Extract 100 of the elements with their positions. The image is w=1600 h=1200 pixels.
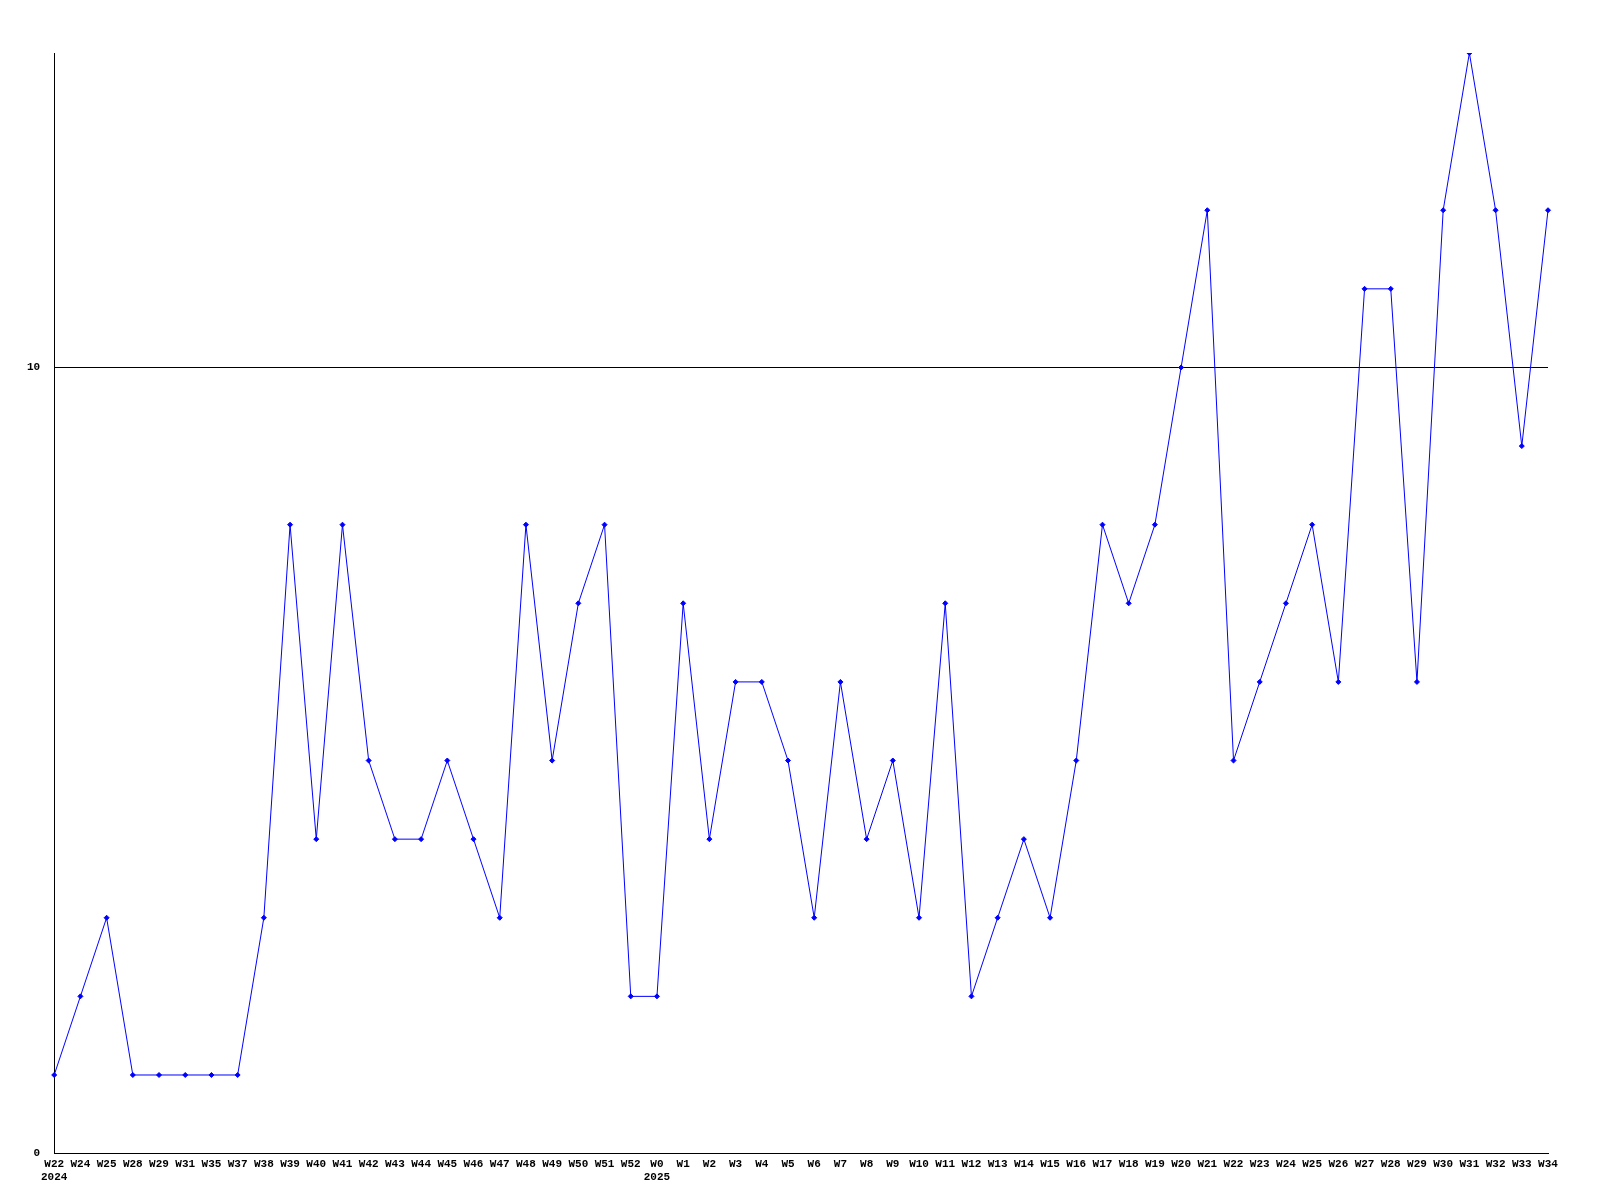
point — [1492, 207, 1499, 214]
point — [1020, 836, 1027, 843]
x-tick-label: W50 — [568, 1157, 589, 1170]
point — [51, 1071, 58, 1078]
x-tick-label: W24 — [70, 1157, 91, 1170]
x-tick-label: W39 — [280, 1157, 300, 1170]
x-tick-label: W13 — [987, 1157, 1008, 1170]
point — [1309, 521, 1316, 528]
point — [1125, 600, 1132, 607]
x-tick-label: W22 — [1223, 1157, 1244, 1170]
point — [1099, 521, 1106, 528]
point — [968, 993, 975, 1000]
x-tick-label: W49 — [542, 1157, 563, 1170]
point — [1151, 521, 1158, 528]
point — [182, 1071, 189, 1078]
x-tick-label: W52 — [620, 1157, 641, 1170]
x-tick-label: W37 — [227, 1157, 248, 1170]
x-tick-label: W6 — [807, 1157, 821, 1170]
x-tick-label: W27 — [1354, 1157, 1375, 1170]
x-tick-label: W3 — [728, 1157, 743, 1170]
point — [811, 914, 818, 921]
point — [1361, 285, 1368, 292]
point — [234, 1071, 241, 1078]
x-tick-label: W0 2025 — [643, 1157, 671, 1184]
x-tick-label: W24 — [1276, 1157, 1297, 1170]
point — [732, 678, 739, 685]
point — [77, 993, 84, 1000]
x-tick-label: W25 — [1302, 1157, 1323, 1170]
x-tick-label: W38 — [253, 1157, 275, 1170]
x-tick-label: W44 — [411, 1157, 432, 1170]
point — [1282, 600, 1289, 607]
point — [601, 521, 608, 528]
x-tick-label: W4 — [755, 1157, 769, 1170]
point — [863, 836, 870, 843]
x-tick-label: W47 — [489, 1157, 510, 1170]
x-tick-label: W43 — [384, 1157, 406, 1170]
x-tick-label: W29 — [149, 1157, 169, 1170]
point — [1073, 757, 1080, 764]
point — [1256, 678, 1263, 685]
point — [627, 993, 634, 1000]
y-tick-label: 0 — [33, 1147, 41, 1160]
x-tick-label: W45 — [437, 1157, 458, 1170]
point — [1204, 207, 1211, 214]
point — [1413, 678, 1420, 685]
point — [444, 757, 451, 764]
point — [575, 600, 582, 607]
point — [942, 600, 949, 607]
point — [1518, 443, 1525, 450]
point — [287, 521, 294, 528]
x-tick-label: W11 — [935, 1157, 956, 1170]
point — [1440, 207, 1447, 214]
y-tick-label: 10 — [27, 361, 41, 374]
x-tick-label: W46 — [463, 1157, 484, 1170]
x-tick-label: W35 — [201, 1157, 222, 1170]
point — [496, 914, 503, 921]
point — [889, 757, 896, 764]
point — [260, 914, 267, 921]
point — [916, 914, 923, 921]
x-tick-label: W22 2024 — [41, 1157, 68, 1184]
x-tick-label: W32 — [1485, 1157, 1506, 1170]
x-tick-label: W16 — [1066, 1157, 1087, 1170]
x-tick-label: W31 — [175, 1157, 196, 1170]
x-tick-label: W41 — [332, 1157, 353, 1170]
x-tick-label: W19 — [1144, 1157, 1165, 1170]
point — [994, 914, 1001, 921]
x-tick-label: W30 — [1433, 1157, 1454, 1170]
x-tick-label: W8 — [860, 1157, 874, 1170]
x-tick-label: W33 — [1511, 1157, 1533, 1170]
point — [391, 836, 398, 843]
point — [1178, 364, 1185, 371]
x-tick-label: W48 — [516, 1157, 537, 1170]
point — [653, 993, 660, 1000]
x-tick-label: W21 — [1197, 1157, 1218, 1170]
x-tick-label: W10 — [909, 1157, 929, 1170]
point — [1047, 914, 1054, 921]
x-tick-label: W34 — [1538, 1157, 1559, 1170]
point — [706, 836, 713, 843]
point — [522, 521, 529, 528]
x-tick-label: W42 — [358, 1157, 379, 1170]
x-tick-label: W7 — [833, 1157, 848, 1170]
x-tick-label: W12 — [961, 1157, 982, 1170]
point — [837, 678, 844, 685]
point — [1335, 678, 1342, 685]
x-tick-label: W29 — [1407, 1157, 1427, 1170]
x-tick-label: W5 — [781, 1157, 795, 1170]
point — [208, 1071, 215, 1078]
point — [129, 1071, 136, 1078]
x-tick-label: W28 — [122, 1157, 144, 1170]
x-tick-label: W40 — [306, 1157, 327, 1170]
x-tick-label: W1 — [676, 1157, 691, 1170]
x-tick-label: W51 — [594, 1157, 615, 1170]
x-tick-label: W14 — [1013, 1157, 1035, 1170]
x-tick-label: W31 — [1459, 1157, 1480, 1170]
x-tick-label: W2 — [702, 1157, 716, 1170]
x-tick-label: W15 — [1040, 1157, 1061, 1170]
point — [470, 836, 477, 843]
point — [313, 836, 320, 843]
point — [1387, 285, 1394, 292]
point — [1545, 207, 1551, 214]
point — [549, 757, 556, 764]
